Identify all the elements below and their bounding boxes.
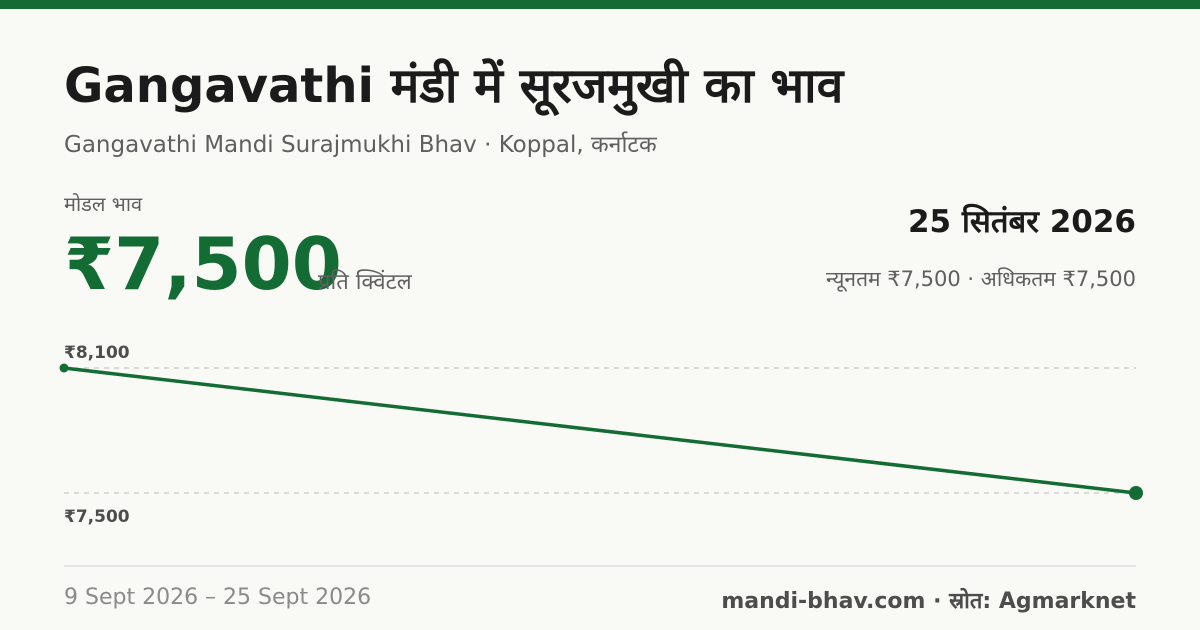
date-range: 9 Sept 2026 – 25 Sept 2026 <box>64 585 372 610</box>
price-series-line <box>62 366 1138 495</box>
modal-price-value: ₹7,500 <box>64 222 342 306</box>
latest-data-point <box>1129 486 1143 500</box>
page-subtitle: Gangavathi Mandi Surajmukhi Bhav · Koppa… <box>64 132 657 158</box>
data-point <box>59 363 69 373</box>
source-credit: mandi-bhav.com · स्रोत: Agmarknet <box>721 589 1136 614</box>
page-title: Gangavathi मंडी में सूरजमुखी का भाव <box>64 58 844 114</box>
modal-price-label: मोडल भाव <box>64 192 143 216</box>
min-max-price: न्यूनतम ₹7,500 · अधिकतम ₹7,500 <box>826 267 1136 291</box>
top-accent-bar <box>0 0 1200 9</box>
y-tick-label: ₹7,500 <box>64 507 130 527</box>
price-date: 25 सितंबर 2026 <box>907 204 1136 240</box>
y-tick-label: ₹8,100 <box>64 343 130 363</box>
price-unit: प्रति क्विंटल <box>318 270 412 295</box>
